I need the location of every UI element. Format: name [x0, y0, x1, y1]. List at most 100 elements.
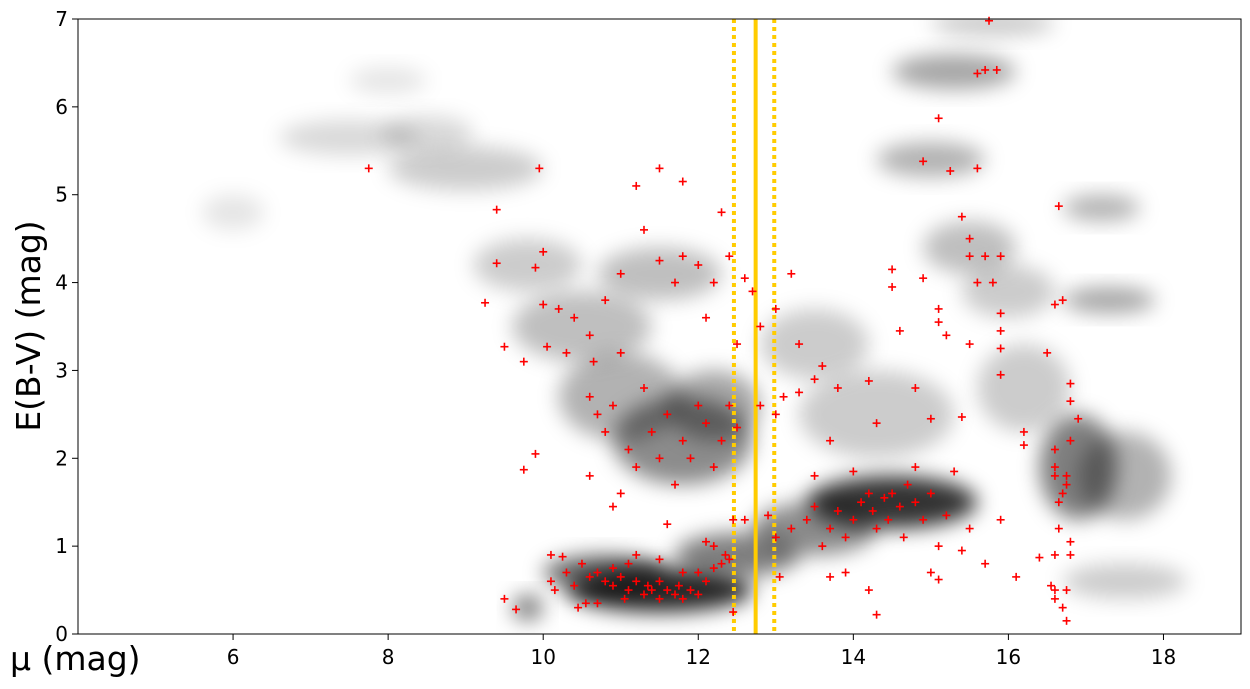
density-blob — [512, 291, 652, 362]
point — [543, 342, 552, 351]
point — [934, 542, 943, 551]
point — [709, 542, 718, 551]
point — [671, 590, 680, 599]
point — [601, 296, 610, 305]
point — [942, 511, 951, 520]
point — [1047, 581, 1056, 590]
point — [717, 559, 726, 568]
density-blob — [961, 265, 1055, 318]
x-tick-label: 14 — [841, 645, 866, 669]
density-blob — [930, 19, 1055, 37]
point — [868, 507, 877, 515]
x-tick-label: 12 — [686, 645, 711, 669]
point — [709, 463, 718, 472]
point — [729, 608, 738, 617]
y-tick-label: 2 — [55, 446, 68, 470]
density-blob — [512, 594, 544, 621]
x-tick-label: 10 — [530, 645, 555, 669]
point — [1066, 537, 1075, 546]
point — [655, 164, 664, 173]
point — [694, 401, 703, 410]
point — [632, 577, 641, 586]
density-blob — [349, 67, 427, 94]
point — [721, 550, 730, 559]
point — [1062, 616, 1071, 625]
point — [965, 234, 974, 243]
point — [934, 304, 943, 313]
point — [1054, 202, 1063, 211]
point — [733, 340, 742, 349]
point — [562, 348, 571, 357]
point — [880, 493, 889, 502]
point — [826, 436, 835, 445]
point — [593, 410, 602, 419]
density-blob — [892, 54, 1017, 90]
point — [717, 436, 726, 445]
density-blob — [876, 142, 986, 178]
point — [888, 282, 897, 291]
y-tick-label: 0 — [55, 622, 68, 646]
point — [996, 252, 1005, 261]
point — [895, 502, 904, 511]
point — [996, 344, 1005, 353]
point — [608, 502, 617, 511]
point — [558, 552, 567, 561]
point — [1035, 553, 1044, 562]
point — [1066, 379, 1075, 388]
point — [589, 357, 598, 366]
point — [694, 568, 703, 577]
point — [1050, 586, 1059, 595]
point — [926, 414, 935, 423]
point — [674, 581, 683, 590]
point — [872, 524, 881, 533]
point — [1066, 436, 1075, 445]
point — [694, 261, 703, 269]
point — [826, 524, 835, 533]
point — [926, 489, 935, 498]
density-blob — [380, 115, 474, 151]
reference-lines — [731, 19, 777, 634]
density-blob — [1062, 194, 1141, 222]
point — [810, 375, 819, 384]
point — [919, 157, 928, 166]
point — [585, 331, 594, 340]
point — [1050, 594, 1059, 603]
density-blob — [977, 344, 1071, 432]
point — [740, 515, 749, 524]
point — [671, 480, 680, 489]
point — [570, 581, 579, 590]
point — [992, 65, 1001, 74]
point — [1050, 300, 1059, 309]
point — [810, 502, 819, 511]
point — [678, 177, 687, 186]
point — [574, 603, 583, 612]
point — [647, 427, 656, 436]
point — [1058, 603, 1067, 612]
point — [481, 298, 490, 307]
point — [678, 568, 687, 577]
point — [841, 568, 850, 577]
density-blob — [1078, 431, 1172, 520]
point — [973, 278, 982, 287]
point — [1050, 471, 1059, 480]
point — [624, 559, 633, 568]
point — [624, 445, 633, 454]
y-tick-label: 7 — [55, 7, 68, 31]
point — [1062, 480, 1071, 489]
point — [996, 326, 1005, 335]
point — [632, 463, 641, 472]
point — [911, 384, 920, 392]
point — [535, 164, 544, 173]
point — [1050, 445, 1059, 454]
point — [1062, 586, 1071, 595]
point — [1019, 427, 1028, 436]
point — [965, 252, 974, 261]
density-blob — [667, 370, 761, 441]
point — [539, 300, 548, 309]
point — [903, 480, 912, 489]
point — [771, 533, 780, 542]
point — [911, 463, 920, 472]
point — [1066, 397, 1075, 406]
point — [981, 252, 990, 261]
